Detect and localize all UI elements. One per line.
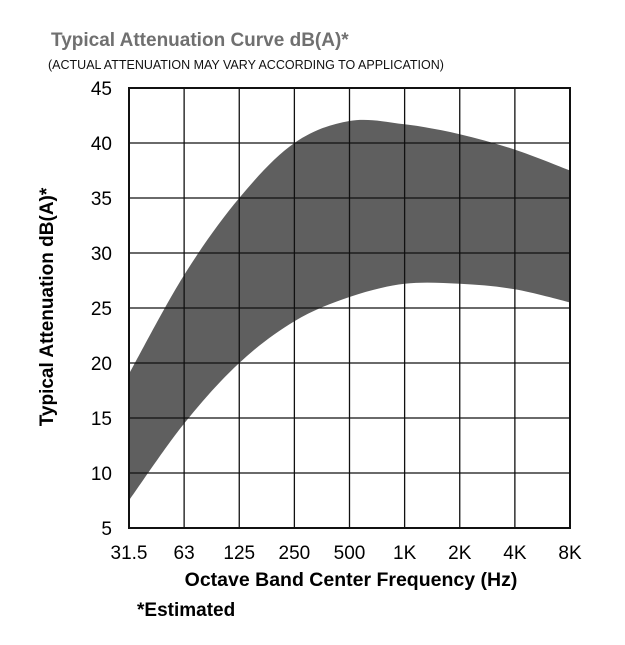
x-tick-label-63: 63 (174, 543, 195, 564)
y-tick-label-5: 5 (101, 519, 112, 540)
y-tick-label-20: 20 (91, 354, 112, 375)
x-tick-label-250: 250 (279, 543, 311, 564)
x-axis-label: Octave Band Center Frequency (Hz) (185, 569, 518, 591)
chart-title: Typical Attenuation Curve dB(A)* (51, 30, 349, 51)
plot-border (128, 87, 571, 529)
x-tick-label-8K: 8K (558, 543, 582, 564)
x-tick-label-125: 125 (223, 543, 255, 564)
x-tick-label-500: 500 (334, 543, 366, 564)
y-tick-label-35: 35 (91, 189, 112, 210)
y-tick-label-25: 25 (91, 299, 112, 320)
y-tick-label-45: 45 (91, 79, 112, 100)
chart-subtitle: (ACTUAL ATTENUATION MAY VARY ACCORDING T… (48, 58, 444, 72)
y-tick-label-40: 40 (91, 134, 112, 155)
grid-layer (128, 87, 571, 529)
x-tick-label-4K: 4K (503, 543, 527, 564)
footnote: *Estimated (137, 600, 236, 621)
y-tick-label-30: 30 (91, 244, 112, 265)
y-tick-label-15: 15 (91, 409, 112, 430)
y-axis-label: Typical Attenuation dB(A)* (37, 187, 58, 426)
x-tick-label-2K: 2K (448, 543, 472, 564)
tick-layer: 45 40 35 30 25 20 15 10 5 31.5 63 125 250 500 1K 2K 4K 8K (91, 79, 582, 564)
x-tick-label-1K: 1K (393, 543, 417, 564)
y-tick-label-10: 10 (91, 464, 112, 485)
x-tick-label-31.5: 31.5 (111, 543, 148, 564)
